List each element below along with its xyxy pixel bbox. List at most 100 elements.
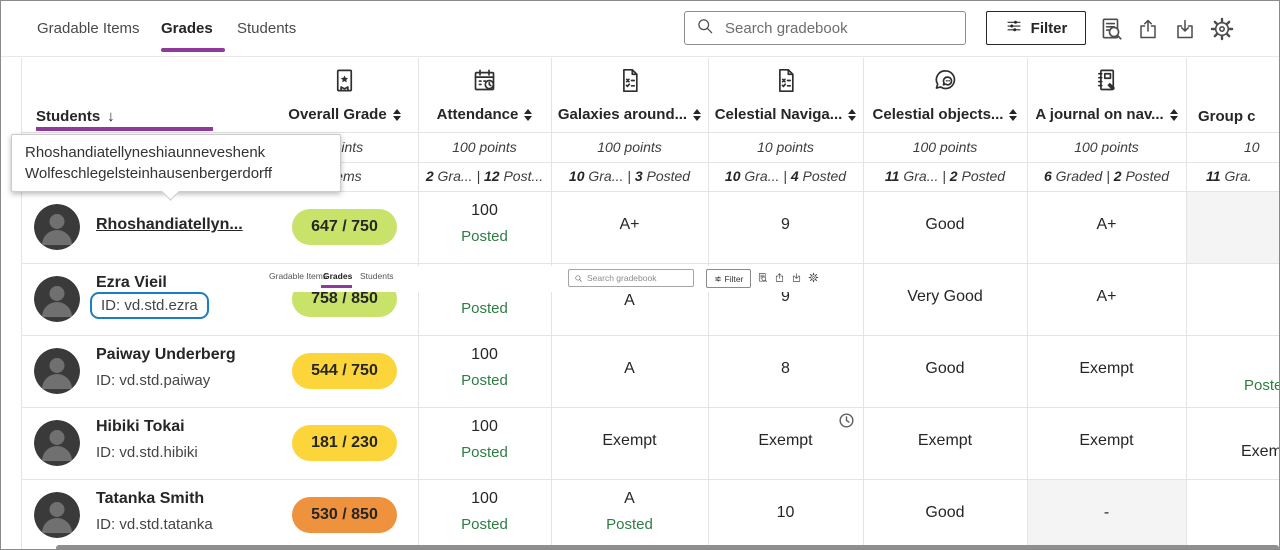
grade-cell-galaxies[interactable]: A xyxy=(624,292,635,309)
celestial-objects-header-label: Celestial objects... xyxy=(872,106,1004,123)
galaxies-posted-status: Posted xyxy=(606,516,653,533)
column-header-overall-grade[interactable]: Overall Grade xyxy=(271,106,418,123)
overall-grade-pill[interactable]: 530 / 850 xyxy=(292,497,397,533)
group-cell-highlight xyxy=(1187,192,1279,263)
settings-gear-icon[interactable] xyxy=(1208,15,1236,43)
overall-grade-cell[interactable]: 647 / 750 xyxy=(271,209,418,245)
grade-cell-group-posted: Posted xyxy=(1244,377,1279,394)
grid-column-border xyxy=(551,58,552,549)
sort-toggle-icon[interactable] xyxy=(524,108,533,121)
grid-row-border xyxy=(21,132,1279,133)
students-column-indicator xyxy=(36,127,213,131)
grade-cell-celestial-nav[interactable]: 9 xyxy=(781,216,790,233)
grade-cell-celestial-objects[interactable]: Good xyxy=(925,504,965,521)
celestial-nav-points: 10 points xyxy=(757,139,814,155)
attendance-score[interactable]: 100 xyxy=(471,418,498,435)
grade-cell-journal[interactable]: A+ xyxy=(1096,288,1117,305)
ghost-filter-button: Filter xyxy=(706,269,751,288)
tab-gradable-items[interactable]: Gradable Items xyxy=(37,20,140,37)
student-row: Ezra Vieil ID: vd.std.ezra 758 / 850 Pos… xyxy=(1,263,1279,335)
student-name-link[interactable]: Rhoshandiatellyn... xyxy=(96,216,243,233)
download-icon[interactable] xyxy=(1171,15,1199,43)
attendance-posted-status: Posted xyxy=(461,372,508,389)
upload-icon[interactable] xyxy=(1134,15,1162,43)
filter-button[interactable]: Filter xyxy=(986,11,1086,45)
grade-cell-celestial-objects[interactable]: Good xyxy=(925,360,965,377)
grid-column-border xyxy=(863,58,864,549)
column-header-celestial-navigation[interactable]: Celestial Naviga... xyxy=(708,106,863,123)
filter-button-label: Filter xyxy=(1030,19,1068,37)
filter-sliders-icon xyxy=(1005,17,1023,39)
grade-cell-journal[interactable]: A+ xyxy=(1096,216,1117,233)
discussion-icon xyxy=(863,67,1027,94)
report-search-icon[interactable] xyxy=(1097,15,1125,43)
grade-cell-celestial-nav[interactable]: Exempt xyxy=(758,432,813,449)
attendance-score[interactable]: 100 xyxy=(471,202,498,219)
overall-grade-cell[interactable]: 530 / 850 xyxy=(271,497,418,533)
celestial-objects-points: 100 points xyxy=(912,139,978,155)
student-name[interactable]: Hibiki Tokai xyxy=(96,418,185,435)
grade-cell-celestial-nav[interactable]: 9 xyxy=(781,288,790,305)
grade-cell-celestial-objects[interactable]: Good xyxy=(925,216,965,233)
overall-grade-award-icon xyxy=(271,67,418,94)
student-row: Paiway Underberg ID: vd.std.paiway 544 /… xyxy=(1,335,1279,407)
grade-cell-galaxies[interactable]: A xyxy=(624,360,635,377)
column-header-celestial-objects[interactable]: Celestial objects... xyxy=(863,106,1027,123)
column-header-attendance[interactable]: Attendance xyxy=(418,106,551,123)
attendance-posted-status: Posted xyxy=(461,444,508,461)
sort-toggle-icon[interactable] xyxy=(1009,108,1018,121)
overall-grade-pill[interactable]: 544 / 750 xyxy=(292,353,397,389)
grade-cell-celestial-objects[interactable]: Exempt xyxy=(917,432,973,449)
student-id: ID: vd.std.tatanka xyxy=(96,516,213,533)
student-name[interactable]: Ezra Vieil xyxy=(96,274,167,291)
grade-cell-journal[interactable]: Exempt xyxy=(1079,360,1134,377)
grade-cell-galaxies[interactable]: A+ xyxy=(619,216,640,233)
column-header-group[interactable]: Group c xyxy=(1198,108,1256,125)
grade-cell-journal[interactable]: Exempt xyxy=(1079,432,1134,449)
tooltip-line-2: Wolfeschlegelsteinhausenbergerdorff xyxy=(25,165,273,182)
galaxies-grading-status: 10 Gra... | 3 Posted xyxy=(568,168,691,184)
grade-cell-celestial-nav[interactable]: 8 xyxy=(781,360,790,377)
search-gradebook-box[interactable] xyxy=(684,11,966,45)
sort-descending-icon[interactable]: ↓ xyxy=(107,108,115,125)
search-gradebook-input[interactable] xyxy=(723,18,955,38)
galaxies-header-label: Galaxies around... xyxy=(557,106,688,123)
grade-cell-galaxies[interactable]: Exempt xyxy=(602,432,657,449)
attendance-posted-status: Posted xyxy=(461,300,508,317)
grade-cell-celestial-nav[interactable]: 10 xyxy=(776,504,795,521)
column-header-galaxies[interactable]: Galaxies around... xyxy=(551,106,708,123)
sort-toggle-icon[interactable] xyxy=(693,108,702,121)
sort-toggle-icon[interactable] xyxy=(392,108,401,121)
column-header-students[interactable]: Students ↓ xyxy=(36,108,115,125)
grid-row-border xyxy=(21,407,1279,408)
overall-grade-pill[interactable]: 647 / 750 xyxy=(292,209,397,245)
sort-toggle-icon[interactable] xyxy=(1169,108,1178,121)
attendance-score[interactable]: 100 xyxy=(471,490,498,507)
sort-toggle-icon[interactable] xyxy=(848,108,857,121)
group-header-label: Group c xyxy=(1198,108,1256,125)
horizontal-scrollbar[interactable] xyxy=(56,545,1279,549)
grade-cell-celestial-objects[interactable]: Very Good xyxy=(907,288,983,305)
tooltip-line-1: Rhoshandiatellyneshiaunneveshenk xyxy=(25,144,266,161)
grade-cell-journal[interactable]: - xyxy=(1103,504,1110,521)
journal-grading-status: 6 Graded | 2 Posted xyxy=(1043,168,1170,184)
student-id-focused[interactable]: ID: vd.std.ezra xyxy=(90,292,209,319)
student-name[interactable]: Tatanka Smith xyxy=(96,490,205,507)
grade-cell-group[interactable]: Exempt xyxy=(1241,443,1279,460)
overall-grade-cell[interactable]: 544 / 750 xyxy=(271,353,418,389)
attendance-header-label: Attendance xyxy=(436,106,519,123)
attendance-grading-status: 2 Gra... | 12 Post... xyxy=(425,168,544,184)
grid-left-border xyxy=(21,58,22,549)
tab-students[interactable]: Students xyxy=(237,20,297,37)
tab-grades[interactable]: Grades xyxy=(161,20,213,37)
student-name[interactable]: Paiway Underberg xyxy=(96,346,236,363)
attendance-score[interactable]: 100 xyxy=(471,346,498,363)
ghost-tab-gradable-items: Gradable Items xyxy=(269,271,328,281)
overall-grade-cell[interactable]: 181 / 230 xyxy=(271,425,418,461)
overall-grade-header-label: Overall Grade xyxy=(288,106,387,123)
column-header-journal[interactable]: A journal on nav... xyxy=(1027,106,1186,123)
grade-cell-galaxies[interactable]: A xyxy=(624,490,635,507)
overall-grade-pill[interactable]: 181 / 230 xyxy=(292,425,397,461)
upload-icon xyxy=(775,273,784,282)
